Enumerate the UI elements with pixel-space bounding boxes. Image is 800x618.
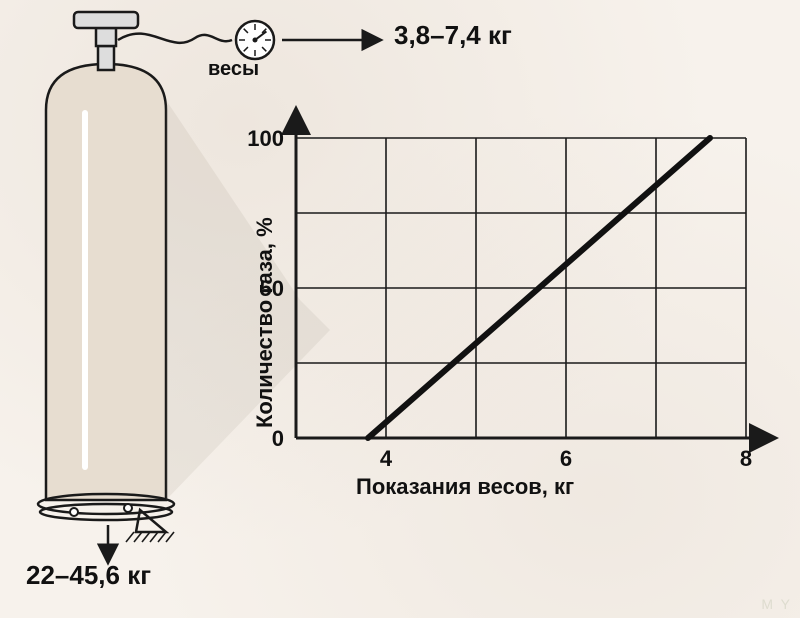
diagram-stage: 468050100 3,8–7,4 кг весы 22–45,6 кг Кол… [0, 0, 800, 618]
y-axis-title: Количество газа, % [252, 217, 278, 428]
svg-text:0: 0 [272, 426, 284, 451]
gas-chart: 468050100 [0, 0, 800, 618]
bottom-weight-label: 22–45,6 кг [26, 560, 151, 591]
svg-text:6: 6 [560, 446, 572, 471]
top-weight-label: 3,8–7,4 кг [394, 20, 512, 51]
svg-text:4: 4 [380, 446, 393, 471]
svg-text:100: 100 [247, 126, 284, 151]
x-axis-title: Показания весов, кг [356, 474, 574, 500]
watermark: M Y [761, 596, 792, 612]
svg-text:8: 8 [740, 446, 752, 471]
scale-caption: весы [208, 58, 259, 81]
